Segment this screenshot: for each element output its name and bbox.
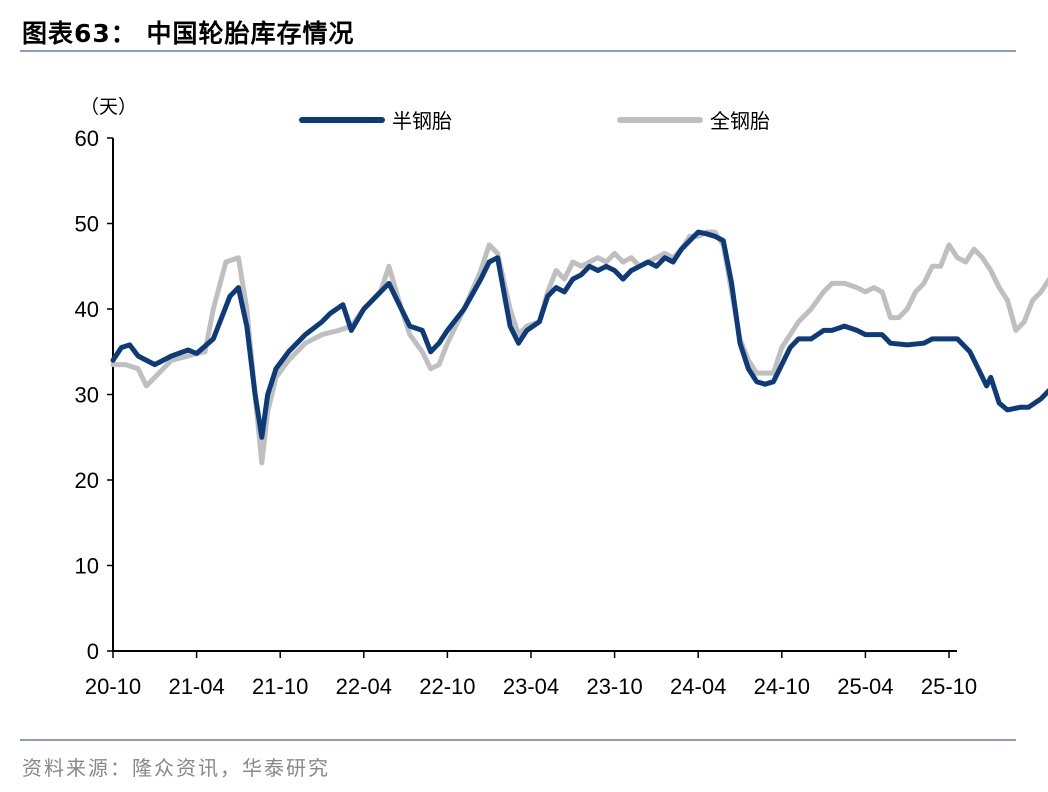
- series-line-all-steel: [110, 229, 1048, 466]
- y-tick-label: 40: [75, 297, 99, 322]
- legend-label-semi-steel: 半钢胎: [392, 109, 452, 133]
- footer-divider: [20, 739, 1016, 741]
- x-tick-label: 23-04: [503, 674, 559, 699]
- y-tick-label: 50: [75, 212, 99, 237]
- y-tick-label: 0: [87, 639, 99, 664]
- axes: 0 10 20 30 40 50 60 20-10 21-04 21-10 22-04 22-10 23…: [75, 126, 978, 699]
- x-tick-label: 21-10: [252, 674, 308, 699]
- y-tick-label: 10: [75, 554, 99, 579]
- y-tick-label: 30: [75, 383, 99, 408]
- x-tick-label: 23-10: [586, 674, 642, 699]
- chart-title: 图表63： 中国轮胎库存情况: [22, 19, 355, 48]
- legend: 半钢胎 全钢胎: [299, 109, 770, 133]
- series-line-semi-steel: [110, 229, 1048, 440]
- x-tick-label: 21-04: [168, 674, 224, 699]
- x-tick-label: 25-10: [921, 674, 977, 699]
- x-tick-label: 25-04: [837, 674, 893, 699]
- legend-label-all-steel: 全钢胎: [710, 109, 770, 133]
- source-note: 资料来源：隆众资讯，华泰研究: [22, 756, 330, 780]
- y-tick-label: 20: [75, 468, 99, 493]
- x-tick-label: 22-04: [336, 674, 392, 699]
- y-axis-unit: （天）: [80, 96, 137, 118]
- title-divider: [20, 50, 1016, 52]
- x-tick-label: 20-10: [85, 674, 141, 699]
- x-tick-label: 24-10: [754, 674, 810, 699]
- y-tick-label: 60: [75, 126, 99, 151]
- x-tick-label: 22-10: [419, 674, 475, 699]
- x-tick-label: 24-04: [670, 674, 726, 699]
- series-lines: [110, 229, 1048, 466]
